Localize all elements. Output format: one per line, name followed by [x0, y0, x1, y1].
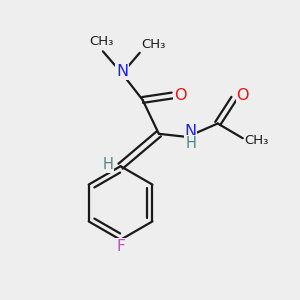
Text: N: N — [184, 124, 197, 139]
Text: O: O — [236, 88, 249, 103]
Text: F: F — [116, 239, 125, 254]
Text: N: N — [116, 64, 128, 80]
Text: CH₃: CH₃ — [142, 38, 166, 51]
Text: H: H — [103, 157, 114, 172]
Text: CH₃: CH₃ — [89, 35, 114, 48]
Text: O: O — [174, 88, 187, 103]
Text: CH₃: CH₃ — [245, 134, 269, 147]
Text: H: H — [185, 136, 196, 151]
